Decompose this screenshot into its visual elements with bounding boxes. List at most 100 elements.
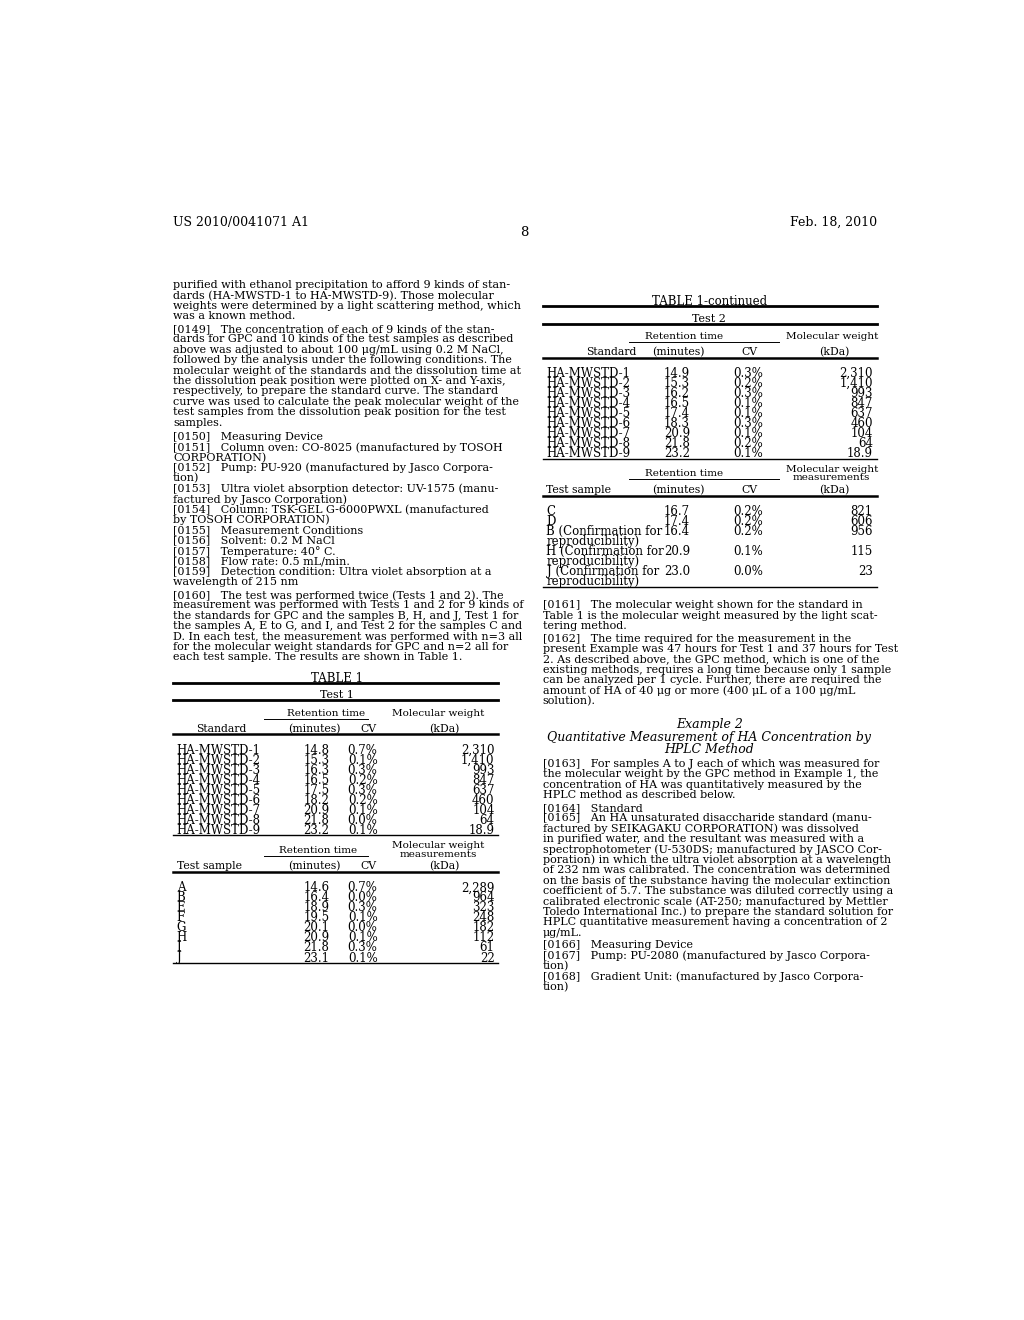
Text: (kDa): (kDa) (429, 862, 460, 871)
Text: CV: CV (360, 723, 376, 734)
Text: (kDa): (kDa) (819, 484, 849, 495)
Text: the standards for GPC and the samples B, H, and J, Test 1 for: the standards for GPC and the samples B,… (173, 611, 518, 620)
Text: HA-MWSTD-3: HA-MWSTD-3 (177, 763, 261, 776)
Text: 20.9: 20.9 (303, 932, 330, 945)
Text: [0166]   Measuring Device: [0166] Measuring Device (543, 940, 692, 950)
Text: 18.9: 18.9 (469, 824, 495, 837)
Text: 23.0: 23.0 (664, 565, 690, 578)
Text: 460: 460 (850, 417, 872, 430)
Text: 0.1%: 0.1% (348, 754, 378, 767)
Text: F: F (177, 912, 185, 924)
Text: J: J (177, 952, 181, 965)
Text: 2,310: 2,310 (840, 367, 872, 380)
Text: 2,289: 2,289 (461, 882, 495, 895)
Text: 15.3: 15.3 (664, 378, 690, 391)
Text: reproducibility): reproducibility) (547, 576, 640, 587)
Text: 606: 606 (850, 515, 872, 528)
Text: 323: 323 (472, 902, 495, 915)
Text: tion): tion) (173, 474, 200, 483)
Text: 0.2%: 0.2% (348, 774, 378, 787)
Text: 1,410: 1,410 (461, 754, 495, 767)
Text: 637: 637 (472, 784, 495, 797)
Text: HA-MWSTD-9: HA-MWSTD-9 (547, 447, 631, 461)
Text: 2. As described above, the GPC method, which is one of the: 2. As described above, the GPC method, w… (543, 655, 879, 665)
Text: 0.1%: 0.1% (348, 932, 378, 945)
Text: 21.8: 21.8 (304, 941, 330, 954)
Text: (minutes): (minutes) (288, 723, 340, 734)
Text: D: D (547, 515, 556, 528)
Text: curve was used to calculate the peak molecular weight of the: curve was used to calculate the peak mol… (173, 397, 519, 407)
Text: 16.5: 16.5 (664, 397, 690, 411)
Text: 112: 112 (472, 932, 495, 945)
Text: 0.3%: 0.3% (733, 367, 764, 380)
Text: HA-MWSTD-6: HA-MWSTD-6 (547, 417, 631, 430)
Text: (minutes): (minutes) (652, 484, 705, 495)
Text: 0.0%: 0.0% (348, 921, 378, 935)
Text: (kDa): (kDa) (429, 723, 460, 734)
Text: [0163]   For samples A to J each of which was measured for: [0163] For samples A to J each of which … (543, 759, 879, 770)
Text: 64: 64 (479, 813, 495, 826)
Text: 0.3%: 0.3% (348, 941, 378, 954)
Text: [0165]   An HA unsaturated disaccharide standard (manu-: [0165] An HA unsaturated disaccharide st… (543, 813, 871, 824)
Text: B: B (177, 891, 185, 904)
Text: Test 2: Test 2 (692, 314, 726, 323)
Text: the molecular weight by the GPC method in Example 1, the: the molecular weight by the GPC method i… (543, 770, 878, 779)
Text: 19.5: 19.5 (303, 912, 330, 924)
Text: C: C (547, 506, 555, 517)
Text: of 232 nm was calibrated. The concentration was determined: of 232 nm was calibrated. The concentrat… (543, 866, 890, 875)
Text: HPLC Method: HPLC Method (665, 743, 754, 756)
Text: A: A (177, 882, 185, 895)
Text: 14.8: 14.8 (303, 743, 330, 756)
Text: 115: 115 (851, 545, 872, 558)
Text: 0.1%: 0.1% (348, 804, 378, 817)
Text: HPLC method as described below.: HPLC method as described below. (543, 791, 735, 800)
Text: present Example was 47 hours for Test 1 and 37 hours for Test: present Example was 47 hours for Test 1 … (543, 644, 898, 655)
Text: purified with ethanol precipitation to afford 9 kinds of stan-: purified with ethanol precipitation to a… (173, 280, 510, 290)
Text: 18.2: 18.2 (304, 793, 330, 807)
Text: [0151]   Column oven: CO-8025 (manufactured by TOSOH: [0151] Column oven: CO-8025 (manufacture… (173, 442, 503, 453)
Text: HA-MWSTD-5: HA-MWSTD-5 (177, 784, 261, 797)
Text: 2,310: 2,310 (461, 743, 495, 756)
Text: 0.0%: 0.0% (348, 813, 378, 826)
Text: tion): tion) (543, 961, 569, 972)
Text: 16.2: 16.2 (664, 387, 690, 400)
Text: HA-MWSTD-8: HA-MWSTD-8 (177, 813, 261, 826)
Text: reproducibility): reproducibility) (547, 535, 640, 548)
Text: Molecular weight: Molecular weight (785, 333, 878, 342)
Text: above was adjusted to about 100 μg/mL using 0.2 M NaCl,: above was adjusted to about 100 μg/mL us… (173, 345, 504, 355)
Text: 15.3: 15.3 (303, 754, 330, 767)
Text: 61: 61 (479, 941, 495, 954)
Text: 182: 182 (472, 921, 495, 935)
Text: 0.3%: 0.3% (348, 784, 378, 797)
Text: HA-MWSTD-4: HA-MWSTD-4 (547, 397, 631, 411)
Text: 23.1: 23.1 (303, 952, 330, 965)
Text: 0.3%: 0.3% (348, 763, 378, 776)
Text: by TOSOH CORPORATION): by TOSOH CORPORATION) (173, 515, 330, 525)
Text: 637: 637 (850, 407, 872, 420)
Text: HPLC quantitative measurement having a concentration of 2: HPLC quantitative measurement having a c… (543, 917, 887, 927)
Text: [0154]   Column: TSK-GEL G-6000PWXL (manufactured: [0154] Column: TSK-GEL G-6000PWXL (manuf… (173, 504, 488, 515)
Text: 14.9: 14.9 (664, 367, 690, 380)
Text: CV: CV (360, 862, 376, 871)
Text: 0.0%: 0.0% (733, 565, 764, 578)
Text: 993: 993 (850, 387, 872, 400)
Text: μg/mL.: μg/mL. (543, 928, 582, 937)
Text: 23.2: 23.2 (664, 447, 690, 461)
Text: [0158]   Flow rate: 0.5 mL/min.: [0158] Flow rate: 0.5 mL/min. (173, 557, 350, 566)
Text: Retention time: Retention time (287, 709, 365, 718)
Text: [0157]   Temperature: 40° C.: [0157] Temperature: 40° C. (173, 546, 336, 557)
Text: HA-MWSTD-8: HA-MWSTD-8 (547, 437, 631, 450)
Text: 0.7%: 0.7% (348, 882, 378, 895)
Text: 104: 104 (472, 804, 495, 817)
Text: 0.2%: 0.2% (348, 793, 378, 807)
Text: H: H (177, 932, 187, 945)
Text: 993: 993 (472, 763, 495, 776)
Text: tion): tion) (543, 982, 569, 993)
Text: 0.1%: 0.1% (734, 407, 764, 420)
Text: CV: CV (741, 347, 758, 356)
Text: solution).: solution). (543, 696, 596, 706)
Text: 964: 964 (472, 891, 495, 904)
Text: 0.1%: 0.1% (734, 397, 764, 411)
Text: poration) in which the ultra violet absorption at a wavelength: poration) in which the ultra violet abso… (543, 855, 891, 866)
Text: 22: 22 (480, 952, 495, 965)
